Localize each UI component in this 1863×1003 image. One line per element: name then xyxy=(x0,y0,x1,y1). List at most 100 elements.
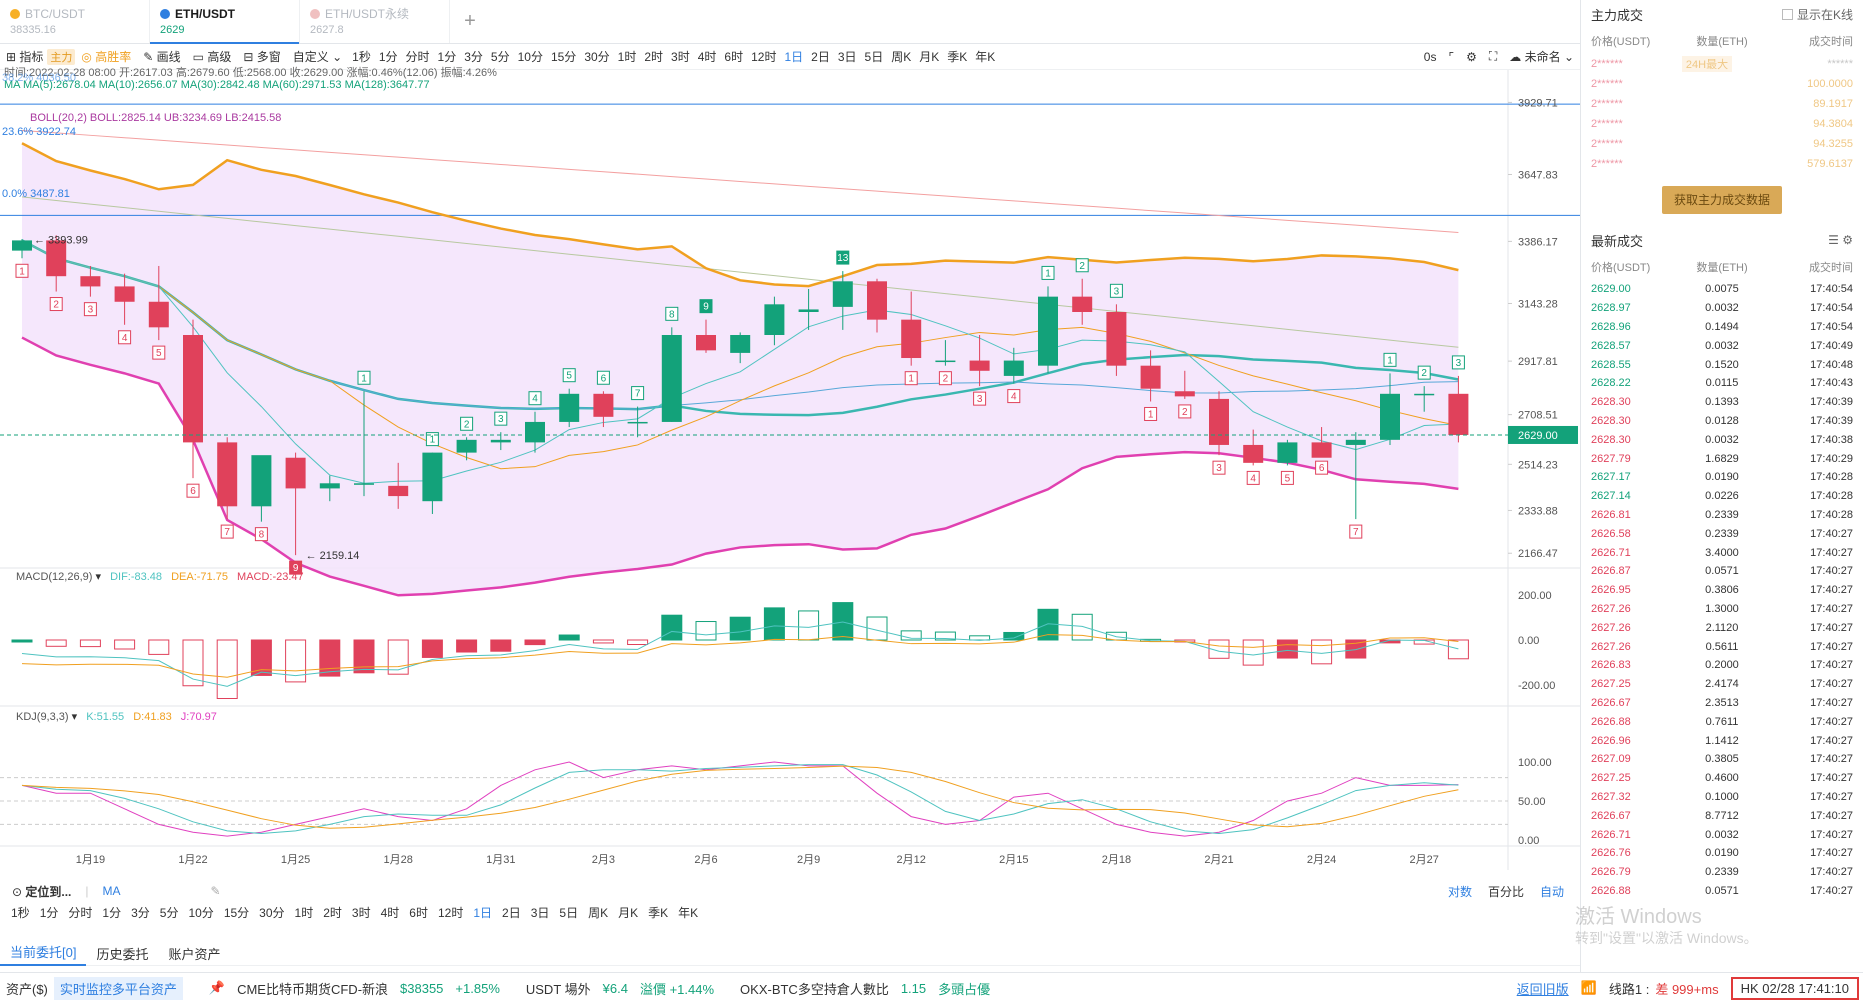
candle-body xyxy=(80,276,101,287)
candle-body xyxy=(1106,311,1127,366)
interval-22[interactable]: 年K xyxy=(975,50,996,64)
y-tick-label: 2514.23 xyxy=(1518,459,1558,471)
interval-13[interactable]: 6时 xyxy=(724,50,744,64)
main-amount: 89.1917 xyxy=(1813,98,1853,110)
auto-scale-toggle[interactable]: 自动 xyxy=(1539,884,1564,899)
bottom-interval-15[interactable]: 1日 xyxy=(473,905,493,920)
tab-btc-usdt[interactable]: BTC/USDT 38335.16 xyxy=(0,0,150,43)
zero-s-label[interactable]: 0s xyxy=(1423,49,1437,64)
bottom-interval-1[interactable]: 1分 xyxy=(39,905,59,920)
interval-9[interactable]: 1时 xyxy=(617,50,637,64)
interval-21[interactable]: 季K xyxy=(947,50,968,64)
trade-price: 2628.96 xyxy=(1591,320,1631,333)
draw-line-button[interactable]: ✎ 画线 xyxy=(143,50,181,64)
interval-19[interactable]: 周K xyxy=(891,50,912,64)
interval-17[interactable]: 3日 xyxy=(837,50,857,64)
current-price-text: 2629.00 xyxy=(1518,430,1558,442)
interval-16[interactable]: 2日 xyxy=(811,50,830,64)
interval-2[interactable]: 分时 xyxy=(405,50,430,64)
bottom-interval-0[interactable]: 1秒 xyxy=(11,905,30,920)
interval-18[interactable]: 5日 xyxy=(864,50,884,64)
interval-8[interactable]: 30分 xyxy=(584,50,610,64)
interval-15[interactable]: 1日 xyxy=(784,50,804,64)
line-label[interactable]: 线路1 : xyxy=(1608,981,1650,997)
bottom-interval-9[interactable]: 1时 xyxy=(294,905,314,920)
percent-scale-toggle[interactable]: 百分比 xyxy=(1487,884,1524,899)
assets-label[interactable]: 资产($) xyxy=(6,981,48,997)
main-force-tag[interactable]: 主力 xyxy=(47,48,76,65)
td-count-marker xyxy=(289,560,303,575)
bottom-interval-13[interactable]: 6时 xyxy=(409,905,428,920)
tab-current-orders[interactable]: 当前委托[0] xyxy=(0,942,87,966)
bottom-interval-3[interactable]: 1分 xyxy=(102,905,122,920)
edit-icon[interactable]: ✎ xyxy=(210,884,221,898)
bottom-interval-17[interactable]: 3日 xyxy=(530,905,550,920)
settings-gear-icon[interactable]: ⚙ xyxy=(1466,49,1477,64)
tab-history-orders[interactable]: 历史委托 xyxy=(96,947,149,962)
bottom-interval-20[interactable]: 月K xyxy=(618,905,639,920)
interval-6[interactable]: 10分 xyxy=(517,50,543,64)
interval-5[interactable]: 5分 xyxy=(490,50,510,64)
bottom-interval-21[interactable]: 季K xyxy=(648,905,669,920)
list-settings-icon[interactable]: ☰ ⚙ xyxy=(1828,233,1853,247)
bottom-interval-4[interactable]: 3分 xyxy=(131,905,150,920)
interval-0[interactable]: 1秒 xyxy=(352,50,371,64)
bottom-interval-5[interactable]: 5分 xyxy=(159,905,179,920)
back-old-version-link[interactable]: 返回旧版 xyxy=(1516,981,1569,997)
ma-toggle[interactable]: MA xyxy=(102,884,121,898)
interval-4[interactable]: 3分 xyxy=(464,50,483,64)
interval-7[interactable]: 15分 xyxy=(550,50,577,64)
bottom-interval-7[interactable]: 15分 xyxy=(223,905,250,920)
x-date-label: 2月15 xyxy=(999,854,1028,866)
bottom-interval-14[interactable]: 12时 xyxy=(437,905,464,920)
locate-button[interactable]: ⊙ 定位到... xyxy=(12,884,72,899)
advanced-button[interactable]: ▭ 高级 xyxy=(192,50,232,64)
add-tab-button[interactable]: + xyxy=(464,10,476,32)
main-price: 2****** xyxy=(1591,58,1623,70)
bottom-interval-8[interactable]: 30分 xyxy=(259,905,285,920)
monitor-assets-button[interactable]: 实时监控多平台资产 xyxy=(53,976,183,1000)
td-count-marker xyxy=(357,370,371,385)
bottom-interval-19[interactable]: 周K xyxy=(588,905,609,920)
interval-10[interactable]: 2时 xyxy=(644,50,664,64)
checkbox-icon[interactable] xyxy=(1781,8,1793,20)
tab-eth-usdt-perp[interactable]: ETH/USDT永续 2627.8 xyxy=(300,0,450,43)
bottom-interval-11[interactable]: 3时 xyxy=(351,905,371,920)
trade-amount: 0.3805 xyxy=(1705,753,1739,766)
trade-amount: 0.0571 xyxy=(1705,884,1739,897)
bottom-interval-12[interactable]: 4时 xyxy=(380,905,400,920)
kline-chart-svg[interactable]: 1 2 3 4 5 6 7 8 9 1 1 2 3 4 5 6 7 8 9 13 1 2 3 4 1 2 3 1 2 3 4 5 6 7 1 2 3 ← … xyxy=(0,70,1580,870)
latest-trades-list: 2629.00 0.0075 17:40:54 2628.97 0.0032 17:40:… xyxy=(1581,280,1863,900)
chart-area[interactable]: 1 2 3 4 5 6 7 8 9 1 1 2 3 4 5 6 7 8 9 13 1 2 3 4 1 2 3 1 2 3 4 5 6 7 1 2 3 ← … xyxy=(0,67,1580,870)
latest-trades-header: 最新成交 ☰ ⚙ xyxy=(1581,226,1863,254)
layout-name-dropdown[interactable]: ☁ 未命名 ⌄ xyxy=(1509,50,1574,64)
interval-1[interactable]: 1分 xyxy=(378,50,398,64)
trade-price: 2626.71 xyxy=(1591,828,1631,841)
bottom-interval-16[interactable]: 2日 xyxy=(502,905,521,920)
log-scale-toggle[interactable]: 对数 xyxy=(1447,884,1472,899)
fullscreen-icon[interactable]: ⛶ xyxy=(1488,49,1498,63)
col-amount: 数量(ETH) xyxy=(1696,36,1748,48)
crosshair-icon[interactable]: ⌜ xyxy=(1448,49,1455,64)
tab-account-assets[interactable]: 账户资产 xyxy=(168,947,221,962)
interval-14[interactable]: 12时 xyxy=(751,50,777,64)
interval-12[interactable]: 4时 xyxy=(697,50,717,64)
interval-20[interactable]: 月K xyxy=(919,50,940,64)
high-win-button[interactable]: ◎ 高胜率 xyxy=(81,50,132,64)
interval-3[interactable]: 1分 xyxy=(437,50,457,64)
bottom-interval-18[interactable]: 5日 xyxy=(559,905,579,920)
indicator-button[interactable]: ⊞ 指标 xyxy=(6,50,44,64)
bottom-interval-22[interactable]: 年K xyxy=(678,905,699,920)
pin-icon[interactable]: 📌 xyxy=(208,980,226,995)
fetch-main-force-button[interactable]: 获取主力成交数据 xyxy=(1662,186,1782,214)
bottom-interval-2[interactable]: 分时 xyxy=(68,905,93,920)
multi-window-button[interactable]: ⊟ 多窗 xyxy=(243,50,281,64)
bottom-interval-6[interactable]: 10分 xyxy=(188,905,214,920)
show-in-kline-toggle[interactable]: 显示在K线 xyxy=(1781,6,1853,23)
custom-dropdown[interactable]: 自定义 ⌄ xyxy=(292,50,343,64)
trade-row: 2628.30 0.0128 17:40:39 xyxy=(1581,412,1863,431)
tab-eth-usdt[interactable]: ETH/USDT 2629 xyxy=(150,0,300,44)
bottom-interval-10[interactable]: 2时 xyxy=(323,905,342,920)
td-count-label: 1 xyxy=(430,435,436,446)
interval-11[interactable]: 3时 xyxy=(671,50,690,64)
